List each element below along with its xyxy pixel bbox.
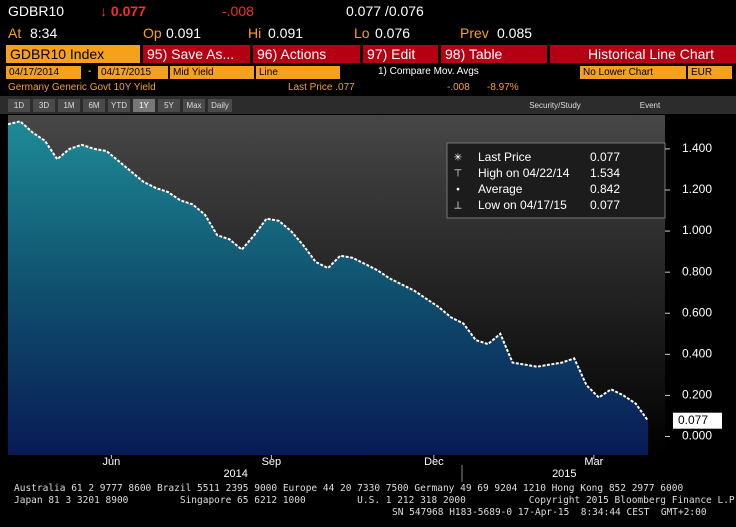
legend-icon: ⊤ — [454, 169, 463, 180]
bid-ask: 0.077 /0.076 — [346, 3, 424, 19]
year-label: 2014 — [223, 468, 247, 480]
range-button[interactable]: 1M — [58, 99, 80, 112]
range-button[interactable]: 6M — [83, 99, 105, 112]
y-tick-label: 0.800 — [682, 264, 712, 278]
legend-value: 0.077 — [590, 150, 620, 164]
legend-label: Low on 04/17/15 — [478, 198, 567, 212]
range-button[interactable]: YTD — [108, 99, 130, 112]
footer-line: Australia 61 2 9777 8600 Brazil 5511 239… — [14, 483, 684, 494]
quote-value: 0.076 — [375, 25, 411, 41]
legend-label: High on 04/22/14 — [478, 166, 570, 180]
range-button[interactable]: 1D — [8, 99, 30, 112]
last-price: Last Price .077 — [288, 82, 355, 93]
range-button[interactable]: Max — [183, 99, 205, 112]
legend-icon: ⊥ — [454, 201, 463, 212]
quote-value: 0.091 — [268, 25, 304, 41]
price-line — [7, 120, 649, 422]
compare[interactable]: 1) Compare Mov. Avgs — [378, 66, 479, 77]
end-date[interactable]: 04/17/2015 — [98, 66, 168, 79]
footer-line: Japan 81 3 3201 8900 Singapore 65 6212 1… — [14, 495, 736, 506]
y-tick-label: 1.200 — [682, 182, 712, 196]
info-change: -.008 — [447, 82, 470, 93]
quote-label: Prev — [460, 25, 489, 41]
legend-icon: ✳ — [454, 153, 462, 164]
button[interactable]: 98) Table — [441, 45, 547, 63]
button[interactable]: 96) Actions — [253, 45, 360, 63]
y-tick-label: 1.000 — [682, 223, 712, 237]
button[interactable]: 97) Edit — [363, 45, 438, 63]
x-tick-label: Dec — [424, 456, 444, 468]
quote-value: 0.091 — [166, 25, 202, 41]
style-select[interactable]: Line — [256, 66, 340, 79]
event[interactable]: Event — [639, 101, 661, 110]
start-date[interactable]: 04/17/2014 — [6, 66, 81, 79]
y-tick-label: 0.200 — [682, 388, 712, 402]
legend-icon: • — [456, 185, 460, 196]
y-tick-label: 0.600 — [682, 305, 712, 319]
range-button[interactable]: 3D — [33, 99, 55, 112]
range-button[interactable]: 1Y — [133, 99, 155, 112]
frequency[interactable]: Daily — [208, 99, 232, 112]
footer-line: SN 547968 H183-5689-0 17-Apr-15 8:34:44 … — [392, 507, 707, 518]
last-value-label: 0.077 — [678, 413, 708, 427]
quote-label: Lo — [354, 25, 370, 41]
ticker: GDBR10 — [8, 3, 65, 19]
x-tick-label: Sep — [262, 456, 282, 468]
legend-label: Last Price — [478, 150, 532, 164]
y-tick-label: 1.400 — [682, 141, 712, 155]
security-field[interactable]: GDBR10 Index — [6, 45, 140, 63]
view-title: Historical Line Chart — [550, 45, 736, 63]
legend-value: 0.077 — [590, 198, 620, 212]
legend-value: 1.534 — [590, 166, 620, 180]
button[interactable]: 95) Save As... — [143, 45, 250, 63]
y-tick-label: 0.400 — [682, 347, 712, 361]
study[interactable]: Security/Study — [529, 101, 581, 110]
dash: - — [88, 66, 92, 77]
security-name: Germany Generic Govt 10Y Yield — [8, 82, 156, 93]
legend-value: 0.842 — [590, 182, 620, 196]
quote-value: 8:34 — [30, 25, 58, 41]
y-tick-label: 0.000 — [682, 429, 712, 443]
quote-label: Hi — [248, 25, 262, 41]
year-label: 2015 — [552, 468, 576, 480]
quote-value: 0.085 — [497, 25, 533, 41]
quote-label: Op — [143, 25, 162, 41]
change: -.008 — [222, 3, 254, 19]
legend-box — [446, 142, 666, 219]
field-select[interactable]: Mid Yield — [170, 66, 254, 79]
legend-label: Average — [478, 182, 523, 196]
x-tick-label: Jun — [103, 456, 121, 468]
x-tick-label: Mar — [584, 456, 603, 468]
lower-chart[interactable]: No Lower Chart — [580, 66, 686, 79]
quote-label: At — [8, 25, 22, 41]
last-value-tag — [673, 412, 722, 429]
last: ↓ 0.077 — [100, 3, 146, 19]
currency[interactable]: EUR — [688, 66, 732, 79]
area-fill — [8, 121, 648, 456]
chart: 0.000 0.200 0.400 0.600 0.800 1.000 1.200 1.400… — [7, 115, 722, 482]
range-button[interactable]: 5Y — [158, 99, 180, 112]
info-change-pct: -8.97% — [487, 82, 519, 93]
